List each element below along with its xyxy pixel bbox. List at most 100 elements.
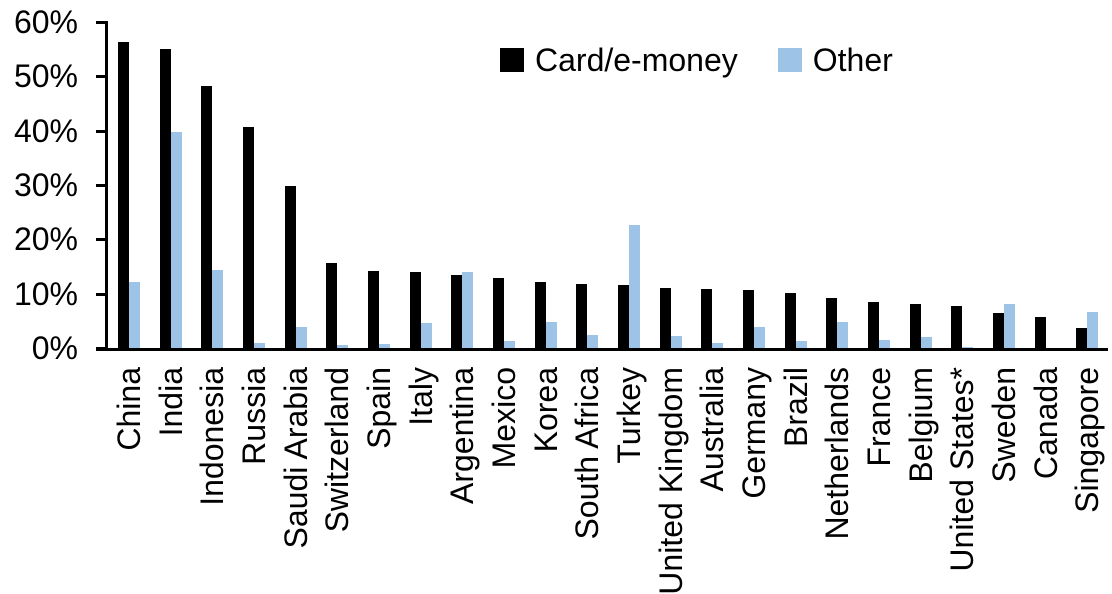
bar-other [628,225,640,348]
x-axis-category-labels: China India Indonesia Russia Saudi Arabia Swi… [108,367,1108,594]
y-axis-tick [96,184,106,187]
bar-group-australia [691,22,733,348]
bar-other [545,322,557,348]
bar-other [712,342,724,348]
bar-other [753,326,765,348]
bar-other [920,337,932,348]
bar-group-spain [358,22,400,348]
x-axis-label-canada: Canada [1027,367,1064,480]
x-axis-label-india: India [152,367,189,437]
bar-other [878,339,890,348]
bar-other [587,334,599,348]
x-axis-label-sweden: Sweden [985,367,1022,483]
bar-group-switzerland [316,22,358,348]
bar-card-e-money [617,284,629,348]
y-axis-label: 50% [13,58,78,95]
y-axis-tick [96,129,106,133]
bar-group-india [150,22,192,348]
bar-card-e-money [159,49,171,348]
bar-card-e-money [1076,327,1088,348]
bar-group-china [108,22,150,348]
bar-group-korea [525,22,567,348]
bar-group-germany [733,22,775,348]
x-axis-label-russia: Russia [235,367,272,465]
bar-card-e-money [576,284,588,348]
x-axis-label-germany: Germany [735,367,772,499]
bar-card-e-money [951,306,963,348]
bar-card-e-money [326,262,338,348]
bar-other [503,340,515,348]
bar-group-singapore [1066,22,1108,348]
legend-item-card-e-money: Card/e-money [500,44,738,76]
x-axis-label-italy: Italy [402,367,439,426]
legend-label-card-e-money: Card/e-money [535,42,738,78]
bar-group-italy [400,22,442,348]
x-axis-label-switzerland: Switzerland [319,367,356,533]
x-axis-line [96,348,1108,351]
bar-card-e-money [242,127,254,348]
x-axis-label-china: China [110,367,147,451]
bar-card-e-money [409,271,421,348]
bar-card-e-money [909,304,921,348]
bar-card-e-money [201,85,213,348]
x-axis-label-netherlands: Netherlands [819,367,856,540]
x-axis-label-argentina: Argentina [444,367,481,504]
y-axis-label: 20% [13,221,78,258]
bar-card-e-money [1034,317,1046,348]
bar-group-argentina [441,22,483,348]
bar-other [420,323,432,348]
x-axis-label-south-africa: South Africa [569,367,606,540]
bar-group-france [858,22,900,348]
x-axis-label-australia: Australia [694,367,731,492]
card-e-money-swatch-icon [500,48,524,72]
bar-group-united-states [941,22,983,348]
bar-card-e-money [451,275,463,348]
bar-card-e-money [701,289,713,348]
x-axis-label-united-kingdom: United Kingdom [652,367,689,594]
bar-other [795,341,807,348]
x-axis-label-belgium: Belgium [902,367,939,483]
y-axis-tick [96,238,106,242]
bar-other [462,272,474,348]
x-axis-label-brazil: Brazil [777,367,814,448]
bar-card-e-money [117,42,129,348]
bar-other [1003,304,1015,348]
y-axis-label: 60% [13,4,78,40]
y-axis-tick [96,347,106,350]
bar-card-e-money [992,313,1004,348]
y-axis-line [105,21,108,351]
bar-other [1087,312,1099,348]
bar-other [170,132,182,348]
bar-other [378,343,390,348]
x-axis-label-indonesia: Indonesia [194,367,231,506]
legend-label-other: Other [812,42,893,78]
bar-group-sweden [983,22,1025,348]
bar-group-netherlands [816,22,858,348]
bar-group-mexico [483,22,525,348]
legend: Card/e-money Other [500,44,893,76]
x-axis-label-united-states: United States* [944,367,981,572]
bar-group-indonesia [191,22,233,348]
x-axis-label-france: France [860,367,897,467]
bar-group-saudi-arabia [275,22,317,348]
bar-card-e-money [284,185,296,348]
y-axis-tick [96,21,106,24]
y-axis-label: 10% [13,275,78,312]
y-axis-tick [96,292,106,296]
bar-card-e-money [784,293,796,348]
bar-group-belgium [900,22,942,348]
bar-group-united-kingdom [650,22,692,348]
bar-group-south-africa [566,22,608,348]
x-axis-label-mexico: Mexico [485,367,522,469]
bar-card-e-money [742,290,754,348]
bar-other [962,346,974,348]
bar-other [253,342,265,348]
bar-group-brazil [775,22,817,348]
bar-other [212,269,224,348]
bar-group-canada [1025,22,1067,348]
bar-card-e-money [867,301,879,348]
x-axis-label-korea: Korea [527,367,564,453]
bar-group-russia [233,22,275,348]
other-swatch-icon [777,48,802,72]
bar-other [837,321,849,348]
